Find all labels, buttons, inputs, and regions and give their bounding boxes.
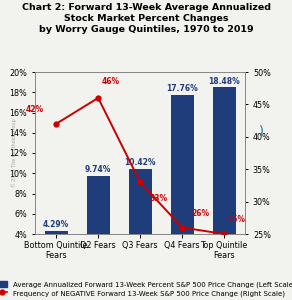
- Text: 46%: 46%: [102, 77, 120, 86]
- Text: 4.29%: 4.29%: [43, 220, 69, 229]
- Bar: [128, 169, 152, 274]
- Text: 25%: 25%: [227, 215, 246, 224]
- Bar: [171, 95, 194, 274]
- Bar: [45, 231, 68, 274]
- Text: 33%: 33%: [150, 194, 168, 203]
- Bar: [213, 87, 236, 275]
- Text: 18.48%: 18.48%: [208, 76, 240, 85]
- Text: Chart 2: Forward 13-Week Average Annualized
Stock Market Percent Changes
by Worr: Chart 2: Forward 13-Week Average Annuali…: [22, 3, 270, 34]
- Text: 17.76%: 17.76%: [166, 84, 198, 93]
- Legend: Average Annualized Forward 13-Week Percent S&P 500 Price Change (Left Scale), Fr: Average Annualized Forward 13-Week Perce…: [0, 281, 292, 296]
- Bar: [87, 176, 110, 274]
- Text: ): ): [259, 125, 264, 139]
- Text: 10.42%: 10.42%: [124, 158, 156, 167]
- Text: 42%: 42%: [25, 105, 44, 114]
- Text: 9.74%: 9.74%: [85, 165, 111, 174]
- Text: © 2019 The Leuthold Group: © 2019 The Leuthold Group: [11, 119, 17, 187]
- Text: 26%: 26%: [192, 209, 210, 218]
